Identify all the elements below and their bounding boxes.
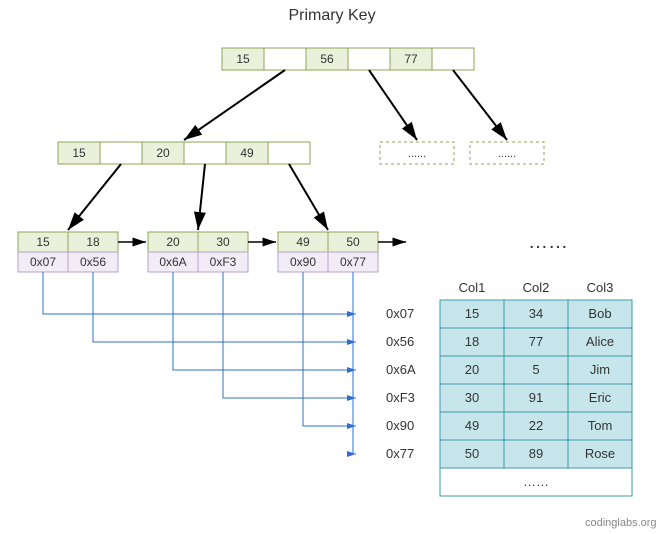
btree-diagram: Primary Key 15 56 77 15 20 49............ 15 18 0… — [0, 0, 664, 534]
pointer-link — [43, 272, 356, 314]
svg-text:0x56: 0x56 — [80, 255, 106, 269]
pointer-link — [353, 272, 356, 454]
addr-label: 0x07 — [386, 306, 414, 321]
leaf-node: 15 18 0x07 0x56 — [18, 232, 118, 272]
table-cell-text: 77 — [529, 334, 543, 349]
arrow — [68, 164, 121, 230]
table-cell-text: Bob — [588, 306, 611, 321]
addr-label: 0x90 — [386, 418, 414, 433]
addr-label: 0x77 — [386, 446, 414, 461]
placeholder-label: ...... — [498, 148, 516, 160]
svg-text:49: 49 — [240, 146, 254, 160]
svg-text:0xF3: 0xF3 — [210, 255, 237, 269]
table-footer-text: …… — [523, 474, 549, 489]
arrow — [184, 70, 285, 140]
leaf-ellipsis: …… — [528, 231, 568, 253]
table-cell-text: 20 — [465, 362, 479, 377]
addr-label: 0x6A — [386, 362, 416, 377]
table-cell-text: 5 — [532, 362, 539, 377]
svg-text:30: 30 — [216, 235, 230, 249]
pointer-link — [173, 272, 356, 370]
table-cell-text: Rose — [585, 446, 615, 461]
addr-label: 0xF3 — [386, 390, 415, 405]
svg-text:15: 15 — [236, 52, 250, 66]
svg-text:0x07: 0x07 — [30, 255, 56, 269]
root-node: 15 56 77 — [222, 48, 474, 70]
pointer-link — [93, 272, 356, 342]
svg-text:20: 20 — [156, 146, 170, 160]
table-cell-text: 91 — [529, 390, 543, 405]
table-header: Col1 — [459, 280, 486, 295]
table-header: Col3 — [587, 280, 614, 295]
leaf-node: 20 30 0x6A 0xF3 — [148, 232, 248, 272]
table-cell-text: 15 — [465, 306, 479, 321]
svg-text:18: 18 — [86, 235, 100, 249]
arrow — [369, 70, 417, 140]
addr-label: 0x56 — [386, 334, 414, 349]
table-header: Col2 — [523, 280, 550, 295]
pointer-link — [223, 272, 356, 398]
table-cell-text: 30 — [465, 390, 479, 405]
leaf-node: 49 50 0x90 0x77 — [278, 232, 378, 272]
diagram-title: Primary Key — [288, 7, 375, 24]
table-cell-text: Tom — [588, 418, 613, 433]
arrow — [198, 164, 205, 230]
page-footer: codinglabs.org — [585, 517, 657, 529]
table-cell-text: 34 — [529, 306, 543, 321]
svg-text:50: 50 — [346, 235, 360, 249]
svg-text:15: 15 — [36, 235, 50, 249]
internal-node: 15 20 49 — [58, 142, 310, 164]
table-cell-text: Alice — [586, 334, 614, 349]
svg-text:56: 56 — [320, 52, 334, 66]
svg-text:0x6A: 0x6A — [159, 255, 186, 269]
svg-text:77: 77 — [404, 52, 418, 66]
table-cell-text: 22 — [529, 418, 543, 433]
svg-text:20: 20 — [166, 235, 180, 249]
table-cell-text: 18 — [465, 334, 479, 349]
placeholder-label: ...... — [408, 148, 426, 160]
svg-text:15: 15 — [72, 146, 86, 160]
svg-text:0x77: 0x77 — [340, 255, 366, 269]
table-cell-text: 50 — [465, 446, 479, 461]
table-cell-text: Eric — [589, 390, 612, 405]
arrow — [289, 164, 328, 230]
pointer-link — [303, 272, 356, 426]
svg-text:0x90: 0x90 — [290, 255, 316, 269]
table-cell-text: Jim — [590, 362, 610, 377]
arrow — [453, 70, 507, 140]
table-cell-text: 49 — [465, 418, 479, 433]
svg-text:49: 49 — [296, 235, 310, 249]
table-cell-text: 89 — [529, 446, 543, 461]
